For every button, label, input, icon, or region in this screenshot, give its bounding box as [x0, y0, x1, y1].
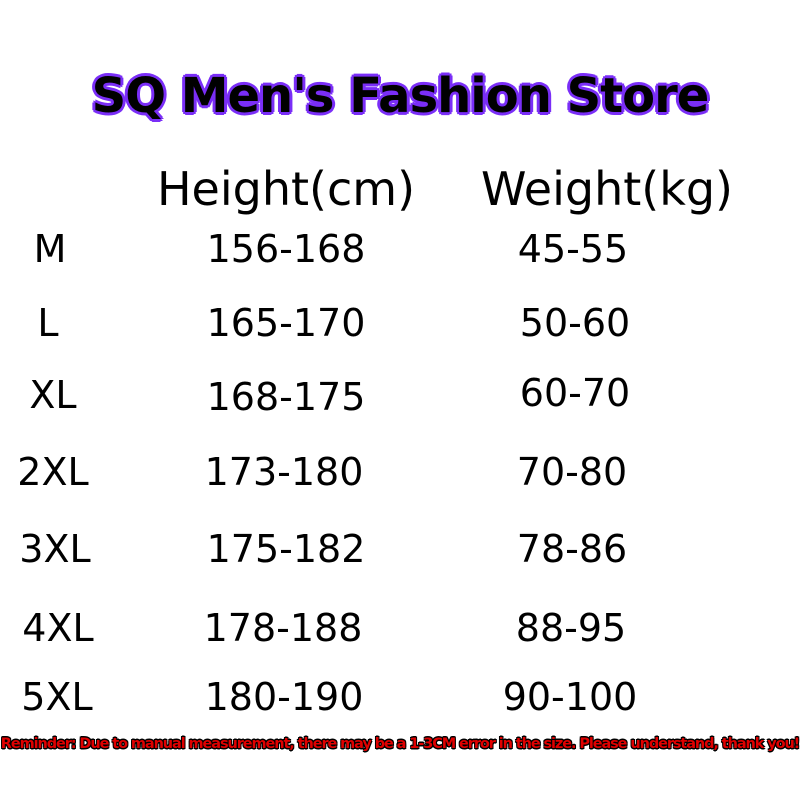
weight-cell: 78-86: [516, 527, 628, 571]
store-title: SQ Men's Fashion Store: [91, 68, 710, 124]
size-cell: M: [33, 227, 67, 271]
height-cell: 180-190: [204, 675, 364, 719]
weight-cell: 88-95: [515, 606, 627, 650]
weight-cell: 90-100: [502, 675, 638, 719]
reminder-note: Reminder: Due to manual measurement, the…: [0, 736, 800, 752]
weight-cell: 70-80: [516, 450, 628, 494]
size-cell: 4XL: [22, 606, 94, 650]
height-cell: 168-175: [206, 375, 366, 419]
height-cell: 175-182: [206, 527, 366, 571]
weight-cell: 50-60: [519, 301, 631, 345]
size-cell: 5XL: [21, 675, 93, 719]
size-cell: 2XL: [17, 450, 89, 494]
height-header: Height(cm): [156, 162, 416, 216]
weight-cell: 45-55: [517, 227, 629, 271]
size-cell: L: [37, 301, 59, 345]
weight-cell: 60-70: [519, 371, 631, 415]
size-cell: XL: [29, 373, 77, 417]
height-cell: 156-168: [206, 227, 366, 271]
size-cell: 3XL: [19, 527, 91, 571]
height-cell: 178-188: [203, 606, 363, 650]
weight-header: Weight(kg): [481, 162, 733, 216]
height-cell: 165-170: [206, 301, 366, 345]
height-cell: 173-180: [204, 450, 364, 494]
